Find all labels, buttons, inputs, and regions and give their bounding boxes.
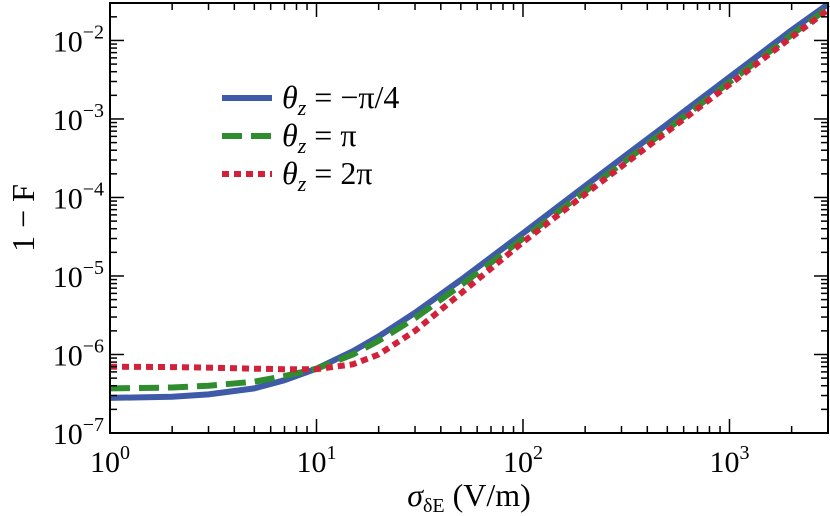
y-axis-label: 1 − F (5, 184, 41, 252)
x-tick-label: 101 (296, 442, 336, 479)
legend: θz = −π/4θz = πθz = 2π (222, 79, 399, 196)
x-tick-labels: 100 101 102 103 (90, 442, 749, 479)
x-tick-label: 100 (90, 442, 130, 479)
y-tick-label: 10−4 (53, 178, 104, 215)
x-tick-label: 103 (709, 442, 749, 479)
y-tick-label: 10−5 (53, 257, 104, 294)
series-layer (109, 1, 830, 401)
y-tick-label: 10−6 (53, 335, 104, 372)
legend-label-2: θz = π (282, 117, 356, 158)
x-tick-label: 102 (503, 442, 543, 479)
legend-label-1: θz = −π/4 (282, 79, 399, 120)
ticks-layer (109, 2, 829, 434)
y-tick-label: 10−3 (53, 100, 104, 137)
legend-label-3: θz = 2π (282, 155, 372, 196)
series-line-2 (109, 5, 830, 392)
y-tick-label: 10−2 (53, 21, 104, 58)
series-line-1 (109, 1, 830, 401)
x-axis-label: σδE (V/m) (407, 477, 531, 516)
y-tick-labels: 10−7 10−6 10−5 10−4 10−3 10−2 (53, 21, 104, 451)
series-line-3 (109, 7, 830, 373)
y-tick-label: 10−7 (53, 414, 104, 451)
plot-frame (109, 2, 829, 434)
